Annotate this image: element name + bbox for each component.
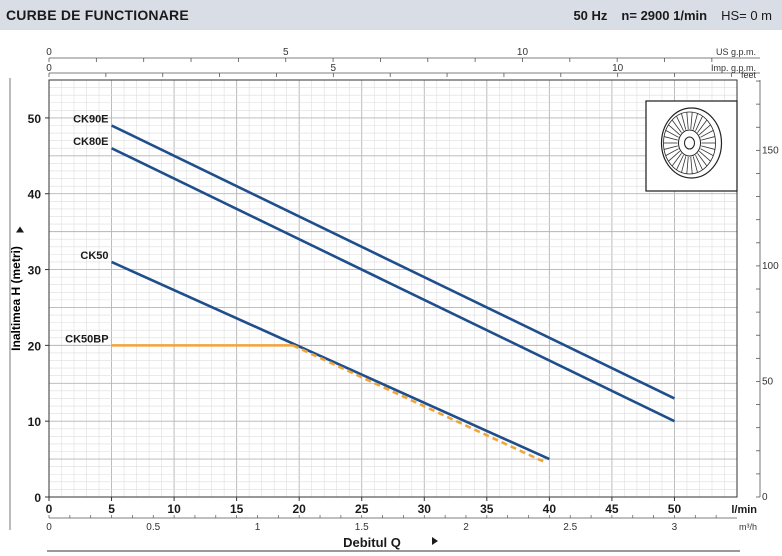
curve-ck80e (110, 147, 676, 423)
impeller-vane-icon (686, 112, 689, 130)
y-tick-label: 0 (34, 491, 41, 505)
impeller-vane-icon (701, 136, 716, 141)
us-gpm-tick-label: 5 (283, 47, 289, 58)
feet-tick-label: 100 (762, 261, 779, 272)
x-tick-label: 20 (293, 502, 307, 516)
impeller-vane-icon (700, 148, 714, 156)
m3h-tick-label: 1 (255, 522, 261, 533)
m3h-unit-label: m³/h (739, 522, 757, 532)
y-tick-label: 30 (28, 264, 42, 278)
curve-label: CK50 (80, 250, 108, 262)
impeller-vane-icon (686, 156, 689, 174)
impeller-vane-icon (701, 145, 716, 150)
impeller-vane-icon (692, 113, 698, 130)
plot-frame (48, 79, 738, 498)
us-gpm-tick-label: 0 (46, 47, 52, 58)
m3h-tick-label: 2.5 (563, 522, 577, 533)
y-tick-label: 40 (28, 188, 42, 202)
x-unit-label: l/min (731, 504, 757, 516)
impeller-vane-icon (668, 124, 681, 136)
y-tick-label: 50 (28, 112, 42, 126)
x-tick-label: 35 (480, 502, 494, 516)
impeller-vane-icon (668, 150, 681, 162)
curve-label: CK90E (73, 113, 108, 125)
impeller-vane-icon (690, 112, 693, 130)
curve-ck50bp-extension (292, 344, 544, 463)
impeller-vane-icon (695, 115, 703, 132)
x-tick-label: 5 (108, 502, 115, 516)
x-tick-label: 10 (167, 502, 181, 516)
imp-gpm-tick-label: 0 (46, 63, 52, 74)
m3h-tick-label: 0.5 (146, 522, 160, 533)
x-tick-label: 50 (668, 502, 682, 516)
imp-gpm-tick-label: 10 (612, 63, 624, 74)
speed-label: n= 2900 1/min (621, 7, 708, 23)
x-tick-label: 25 (355, 502, 369, 516)
feet-tick-label: 50 (762, 376, 774, 387)
impeller-vane-icon (665, 130, 679, 138)
curve-ck50 (111, 260, 550, 461)
impeller-vane-icon (671, 153, 682, 167)
x-tick-label: 15 (230, 502, 244, 516)
y-axis-arrow-icon (16, 226, 24, 233)
feet-tick-label: 0 (762, 492, 768, 503)
operating-specs: 50 Hz n= 2900 1/min HS= 0 m (573, 8, 772, 23)
x-tick-label: 45 (605, 502, 619, 516)
y-axis-title-group: Inaltimea H (metri) (9, 226, 24, 351)
frequency-label: 50 Hz (573, 7, 608, 23)
impeller-vane-icon (697, 153, 708, 167)
impeller-vane-icon (697, 119, 708, 133)
impeller-bore-icon (684, 136, 695, 150)
chart-title: CURBE DE FUNCTIONARE (6, 7, 189, 23)
curve-ck90e (110, 124, 676, 400)
impeller-vane-icon (676, 154, 684, 171)
curve-label: CK80E (73, 136, 108, 148)
impeller-vane-icon (663, 145, 678, 150)
x-tick-label: 40 (543, 502, 557, 516)
m3h-tick-label: 1.5 (355, 522, 369, 533)
impeller-vane-icon (698, 124, 711, 136)
suction-height-label: HS= 0 m (721, 7, 772, 23)
impeller-vane-icon (700, 130, 714, 138)
impeller-vane-icon (676, 115, 684, 132)
x-axis-arrow-icon (432, 537, 438, 545)
m3h-tick-label: 0 (46, 522, 52, 533)
imp-gpm-tick-label: 5 (331, 63, 337, 74)
impeller-vane-icon (665, 148, 679, 156)
y-tick-label: 10 (28, 415, 42, 429)
impeller-vane-icon (671, 119, 682, 133)
us-gpm-unit-label: US g.p.m. (716, 47, 756, 57)
feet-unit-label: feet (741, 70, 757, 80)
m3h-tick-label: 3 (672, 522, 678, 533)
chart-header: CURBE DE FUNCTIONARE 50 Hz n= 2900 1/min… (0, 0, 782, 30)
imp-gpm-unit-label: Imp. g.p.m. (711, 63, 756, 73)
x-axis-title: Debitul Q (343, 535, 401, 550)
impeller-vane-icon (695, 154, 703, 171)
us-gpm-tick-label: 10 (517, 47, 529, 58)
impeller-vane-icon (698, 150, 711, 162)
impeller-vane-icon (692, 156, 698, 173)
impeller-vane-icon (663, 136, 678, 141)
impeller-vane-icon (690, 156, 693, 174)
y-axis-title: Inaltimea H (metri) (9, 246, 23, 351)
y-tick-label: 20 (28, 339, 42, 353)
impeller-vane-icon (681, 156, 687, 173)
x-tick-label: 0 (46, 502, 53, 516)
x-tick-label: 30 (418, 502, 432, 516)
m3h-tick-label: 2 (463, 522, 469, 533)
impeller-vane-icon (681, 113, 687, 130)
feet-tick-label: 150 (762, 145, 779, 156)
curve-label: CK50BP (65, 333, 108, 345)
